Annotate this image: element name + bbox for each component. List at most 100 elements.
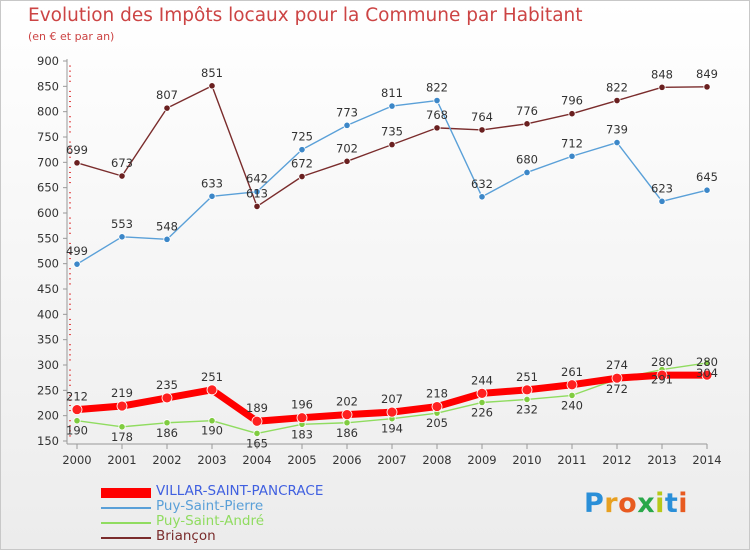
data-point xyxy=(253,429,261,437)
data-point xyxy=(613,96,621,105)
data-point xyxy=(73,159,81,167)
data-label: 822 xyxy=(426,81,448,95)
data-point xyxy=(118,172,126,180)
logo-letter: i xyxy=(678,488,689,519)
logo-letter: t xyxy=(664,488,679,519)
data-point xyxy=(568,391,576,399)
data-label: 196 xyxy=(291,398,313,412)
data-labels-brian-on: 699 673 807 851 613 672 702 735 768 764 776 796 822 8… xyxy=(66,66,718,201)
data-point xyxy=(386,406,398,418)
data-label: 712 xyxy=(561,136,583,150)
x-tick-label: 2008 xyxy=(422,453,451,467)
data-point xyxy=(116,400,128,412)
x-tick-label: 2001 xyxy=(107,453,136,467)
data-point xyxy=(701,369,713,381)
data-point xyxy=(478,398,486,407)
data-point xyxy=(118,233,126,241)
data-label: 680 xyxy=(516,152,538,166)
data-labels-puy-saint-andr-: 190 178 186 190 165 183 186 194 205 226 232 240 272 2… xyxy=(66,366,718,450)
data-labels-villar-saint-pancrace: 212 219 235 251 189 196 202 207 218 244 251 261 274 2… xyxy=(66,355,718,415)
y-minor-tick xyxy=(69,329,71,331)
y-minor-tick xyxy=(69,90,71,92)
data-point xyxy=(118,423,126,431)
data-point xyxy=(341,409,353,421)
y-tick-label: 450 xyxy=(37,282,59,296)
data-label: 553 xyxy=(111,217,133,231)
x-tick-label: 2007 xyxy=(377,453,406,467)
data-point xyxy=(523,395,531,404)
data-point xyxy=(208,82,216,90)
data-point xyxy=(523,168,531,177)
y-minor-tick xyxy=(69,232,71,234)
y-minor-tick xyxy=(69,369,71,371)
data-point xyxy=(388,102,396,110)
data-label: 735 xyxy=(381,125,403,139)
data-point xyxy=(658,197,666,205)
y-minor-tick xyxy=(69,126,71,128)
data-label: 807 xyxy=(156,88,178,102)
y-minor-tick xyxy=(69,65,71,67)
data-label: 178 xyxy=(111,430,133,444)
data-point xyxy=(611,372,623,384)
data-label: 219 xyxy=(111,386,133,400)
data-point xyxy=(163,235,171,243)
y-minor-tick xyxy=(69,334,71,336)
data-point xyxy=(253,202,261,211)
data-label: 796 xyxy=(561,94,583,108)
y-minor-tick xyxy=(69,344,71,346)
y-minor-tick xyxy=(69,410,71,412)
y-minor-tick xyxy=(69,75,71,77)
data-point xyxy=(478,193,486,201)
x-tick-label: 2006 xyxy=(332,453,361,467)
data-label: 773 xyxy=(336,105,358,119)
data-label: 822 xyxy=(606,81,628,95)
y-minor-tick xyxy=(69,202,71,204)
x-tick-label: 2012 xyxy=(602,453,631,467)
data-point xyxy=(431,401,443,412)
x-tick-label: 2005 xyxy=(287,453,316,467)
data-label: 851 xyxy=(201,66,223,80)
y-minor-tick xyxy=(69,227,71,229)
y-minor-tick xyxy=(69,182,71,184)
y-tick-label: 850 xyxy=(37,79,59,93)
y-tick-label: 750 xyxy=(37,130,59,144)
y-minor-tick xyxy=(69,435,71,437)
y-minor-tick xyxy=(69,399,71,401)
y-minor-tick xyxy=(69,308,71,310)
y-minor-tick xyxy=(69,359,71,361)
y-minor-tick xyxy=(69,273,71,275)
y-minor-tick xyxy=(69,278,71,280)
y-tick-label: 650 xyxy=(37,181,59,195)
x-tick-label: 2000 xyxy=(62,453,91,467)
data-label: 280 xyxy=(651,355,673,369)
y-minor-tick xyxy=(69,374,71,376)
legend-swatch xyxy=(101,487,151,498)
y-minor-tick xyxy=(69,405,71,407)
x-tick-label: 2014 xyxy=(692,453,721,467)
data-point xyxy=(253,188,261,196)
data-label: 304 xyxy=(696,366,718,380)
data-point xyxy=(73,260,81,268)
series-brian-on xyxy=(73,82,711,211)
data-label: 764 xyxy=(471,110,493,124)
data-point xyxy=(208,417,216,425)
data-point xyxy=(206,384,218,396)
data-label: 291 xyxy=(651,373,673,387)
data-point xyxy=(521,384,533,396)
data-label: 190 xyxy=(201,424,223,438)
y-minor-tick xyxy=(69,323,71,325)
series-puy-saint-pierre xyxy=(73,96,711,268)
y-minor-tick xyxy=(69,192,71,194)
y-minor-tick xyxy=(69,242,71,244)
data-point xyxy=(478,126,486,134)
data-label: 633 xyxy=(201,176,223,190)
data-label: 623 xyxy=(651,181,673,195)
data-point xyxy=(73,417,81,425)
x-tick-label: 2010 xyxy=(512,453,541,467)
y-minor-tick xyxy=(69,121,71,123)
y-minor-tick xyxy=(69,303,71,305)
y-minor-tick xyxy=(69,384,71,386)
data-label: 274 xyxy=(606,358,628,372)
y-minor-tick xyxy=(69,156,71,158)
data-label: 186 xyxy=(336,426,358,440)
